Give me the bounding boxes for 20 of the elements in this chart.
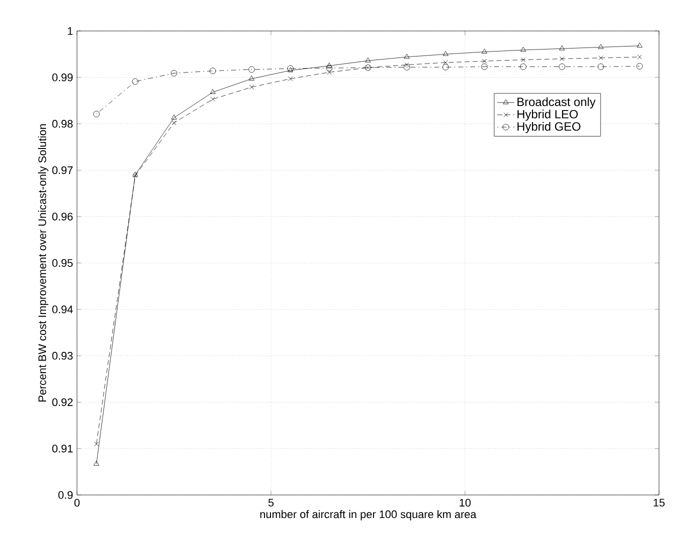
legend-label: Hybrid GEO bbox=[518, 122, 580, 134]
x-tick-label: 0 bbox=[74, 498, 80, 507]
y-tick-label: 1 bbox=[68, 27, 73, 35]
y-tick-label: 0.99 bbox=[52, 74, 73, 82]
y-tick-label: 0.94 bbox=[52, 306, 73, 314]
y-tick-label: 0.9 bbox=[58, 491, 73, 499]
x-tick-label: 10 bbox=[460, 498, 471, 507]
x-tick-label: 5 bbox=[268, 498, 274, 506]
y-tick-label: 0.91 bbox=[52, 444, 73, 452]
y-axis-title: Percent BW cost Improvement over Unicast-only Solution bbox=[38, 124, 48, 402]
legend-label: Hybrid LEO bbox=[518, 110, 578, 121]
y-tick-label: 0.95 bbox=[52, 259, 73, 267]
y-tick-label: 0.98 bbox=[52, 120, 73, 128]
y-tick-label: 0.93 bbox=[52, 352, 73, 360]
y-tick-label: 0.97 bbox=[52, 166, 73, 174]
legend-label: Broadcast only bbox=[518, 97, 596, 108]
y-tick-label: 0.96 bbox=[52, 212, 73, 220]
y-tick-label: 0.92 bbox=[52, 398, 73, 406]
x-tick-label: 15 bbox=[654, 498, 665, 506]
x-axis-title: number of aircraft in per 100 square km area bbox=[260, 510, 476, 520]
